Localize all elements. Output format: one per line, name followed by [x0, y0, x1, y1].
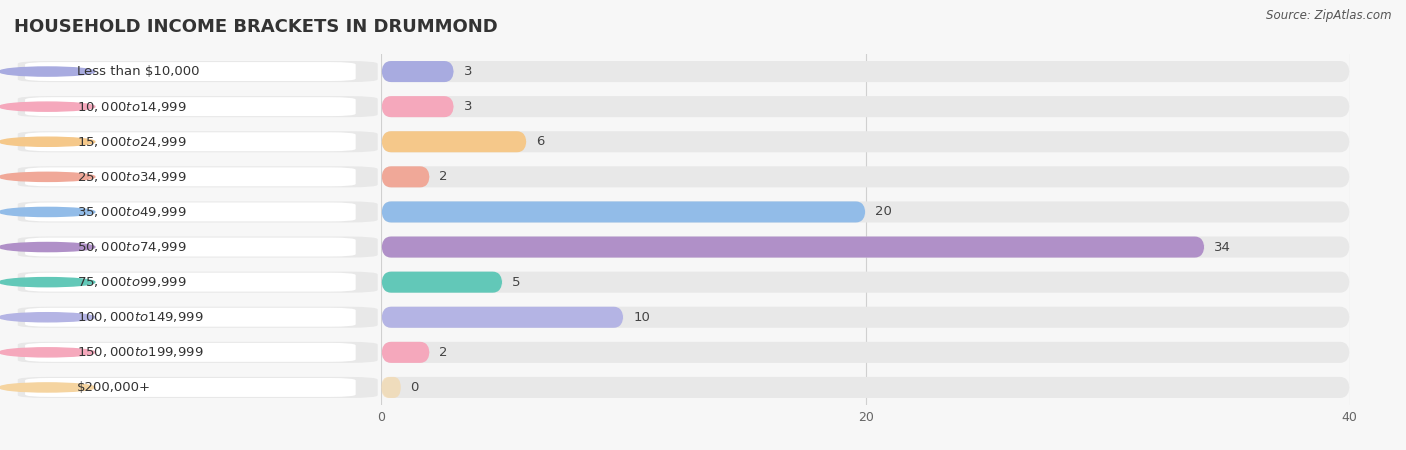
Text: 0: 0 — [411, 381, 419, 394]
FancyBboxPatch shape — [18, 166, 378, 187]
FancyBboxPatch shape — [381, 61, 1350, 82]
Circle shape — [0, 102, 94, 111]
Text: $100,000 to $149,999: $100,000 to $149,999 — [76, 310, 202, 324]
Text: 34: 34 — [1215, 241, 1232, 253]
FancyBboxPatch shape — [381, 237, 1350, 257]
FancyBboxPatch shape — [381, 342, 1350, 363]
FancyBboxPatch shape — [18, 202, 378, 222]
FancyBboxPatch shape — [25, 167, 356, 186]
FancyBboxPatch shape — [381, 166, 1350, 187]
Text: $150,000 to $199,999: $150,000 to $199,999 — [76, 345, 202, 360]
FancyBboxPatch shape — [381, 237, 1205, 257]
Circle shape — [0, 383, 94, 392]
Text: $25,000 to $34,999: $25,000 to $34,999 — [76, 170, 186, 184]
Circle shape — [0, 67, 94, 76]
Circle shape — [0, 348, 94, 357]
Text: 5: 5 — [512, 276, 520, 288]
FancyBboxPatch shape — [381, 131, 1350, 152]
Text: $35,000 to $49,999: $35,000 to $49,999 — [76, 205, 186, 219]
FancyBboxPatch shape — [25, 132, 356, 151]
Text: 20: 20 — [876, 206, 893, 218]
FancyBboxPatch shape — [381, 61, 454, 82]
FancyBboxPatch shape — [381, 202, 1350, 222]
Circle shape — [0, 278, 94, 287]
FancyBboxPatch shape — [18, 342, 378, 363]
Circle shape — [0, 207, 94, 216]
Text: $200,000+: $200,000+ — [76, 381, 150, 394]
FancyBboxPatch shape — [25, 378, 356, 397]
FancyBboxPatch shape — [381, 307, 623, 328]
Circle shape — [0, 137, 94, 146]
FancyBboxPatch shape — [18, 307, 378, 328]
Circle shape — [0, 172, 94, 181]
Text: HOUSEHOLD INCOME BRACKETS IN DRUMMOND: HOUSEHOLD INCOME BRACKETS IN DRUMMOND — [14, 18, 498, 36]
FancyBboxPatch shape — [381, 96, 454, 117]
FancyBboxPatch shape — [25, 97, 356, 116]
FancyBboxPatch shape — [18, 237, 378, 257]
Text: 3: 3 — [464, 100, 472, 113]
FancyBboxPatch shape — [381, 307, 1350, 328]
Text: 10: 10 — [633, 311, 650, 324]
Text: Source: ZipAtlas.com: Source: ZipAtlas.com — [1267, 9, 1392, 22]
FancyBboxPatch shape — [381, 377, 1350, 398]
FancyBboxPatch shape — [381, 272, 1350, 292]
FancyBboxPatch shape — [381, 202, 866, 222]
FancyBboxPatch shape — [381, 377, 401, 398]
Text: 6: 6 — [536, 135, 544, 148]
FancyBboxPatch shape — [381, 131, 527, 152]
FancyBboxPatch shape — [25, 308, 356, 327]
FancyBboxPatch shape — [18, 272, 378, 292]
FancyBboxPatch shape — [381, 342, 430, 363]
Circle shape — [0, 243, 94, 252]
FancyBboxPatch shape — [25, 238, 356, 256]
FancyBboxPatch shape — [25, 273, 356, 292]
Text: $10,000 to $14,999: $10,000 to $14,999 — [76, 99, 186, 114]
FancyBboxPatch shape — [18, 131, 378, 152]
Text: 2: 2 — [440, 171, 449, 183]
FancyBboxPatch shape — [381, 272, 502, 292]
FancyBboxPatch shape — [25, 343, 356, 362]
Text: 2: 2 — [440, 346, 449, 359]
Text: $15,000 to $24,999: $15,000 to $24,999 — [76, 135, 186, 149]
FancyBboxPatch shape — [25, 202, 356, 221]
FancyBboxPatch shape — [18, 96, 378, 117]
FancyBboxPatch shape — [381, 96, 1350, 117]
Circle shape — [0, 313, 94, 322]
FancyBboxPatch shape — [18, 61, 378, 82]
FancyBboxPatch shape — [18, 377, 378, 398]
Text: $75,000 to $99,999: $75,000 to $99,999 — [76, 275, 186, 289]
Text: 3: 3 — [464, 65, 472, 78]
FancyBboxPatch shape — [381, 166, 430, 187]
Text: Less than $10,000: Less than $10,000 — [76, 65, 200, 78]
FancyBboxPatch shape — [25, 62, 356, 81]
Text: $50,000 to $74,999: $50,000 to $74,999 — [76, 240, 186, 254]
